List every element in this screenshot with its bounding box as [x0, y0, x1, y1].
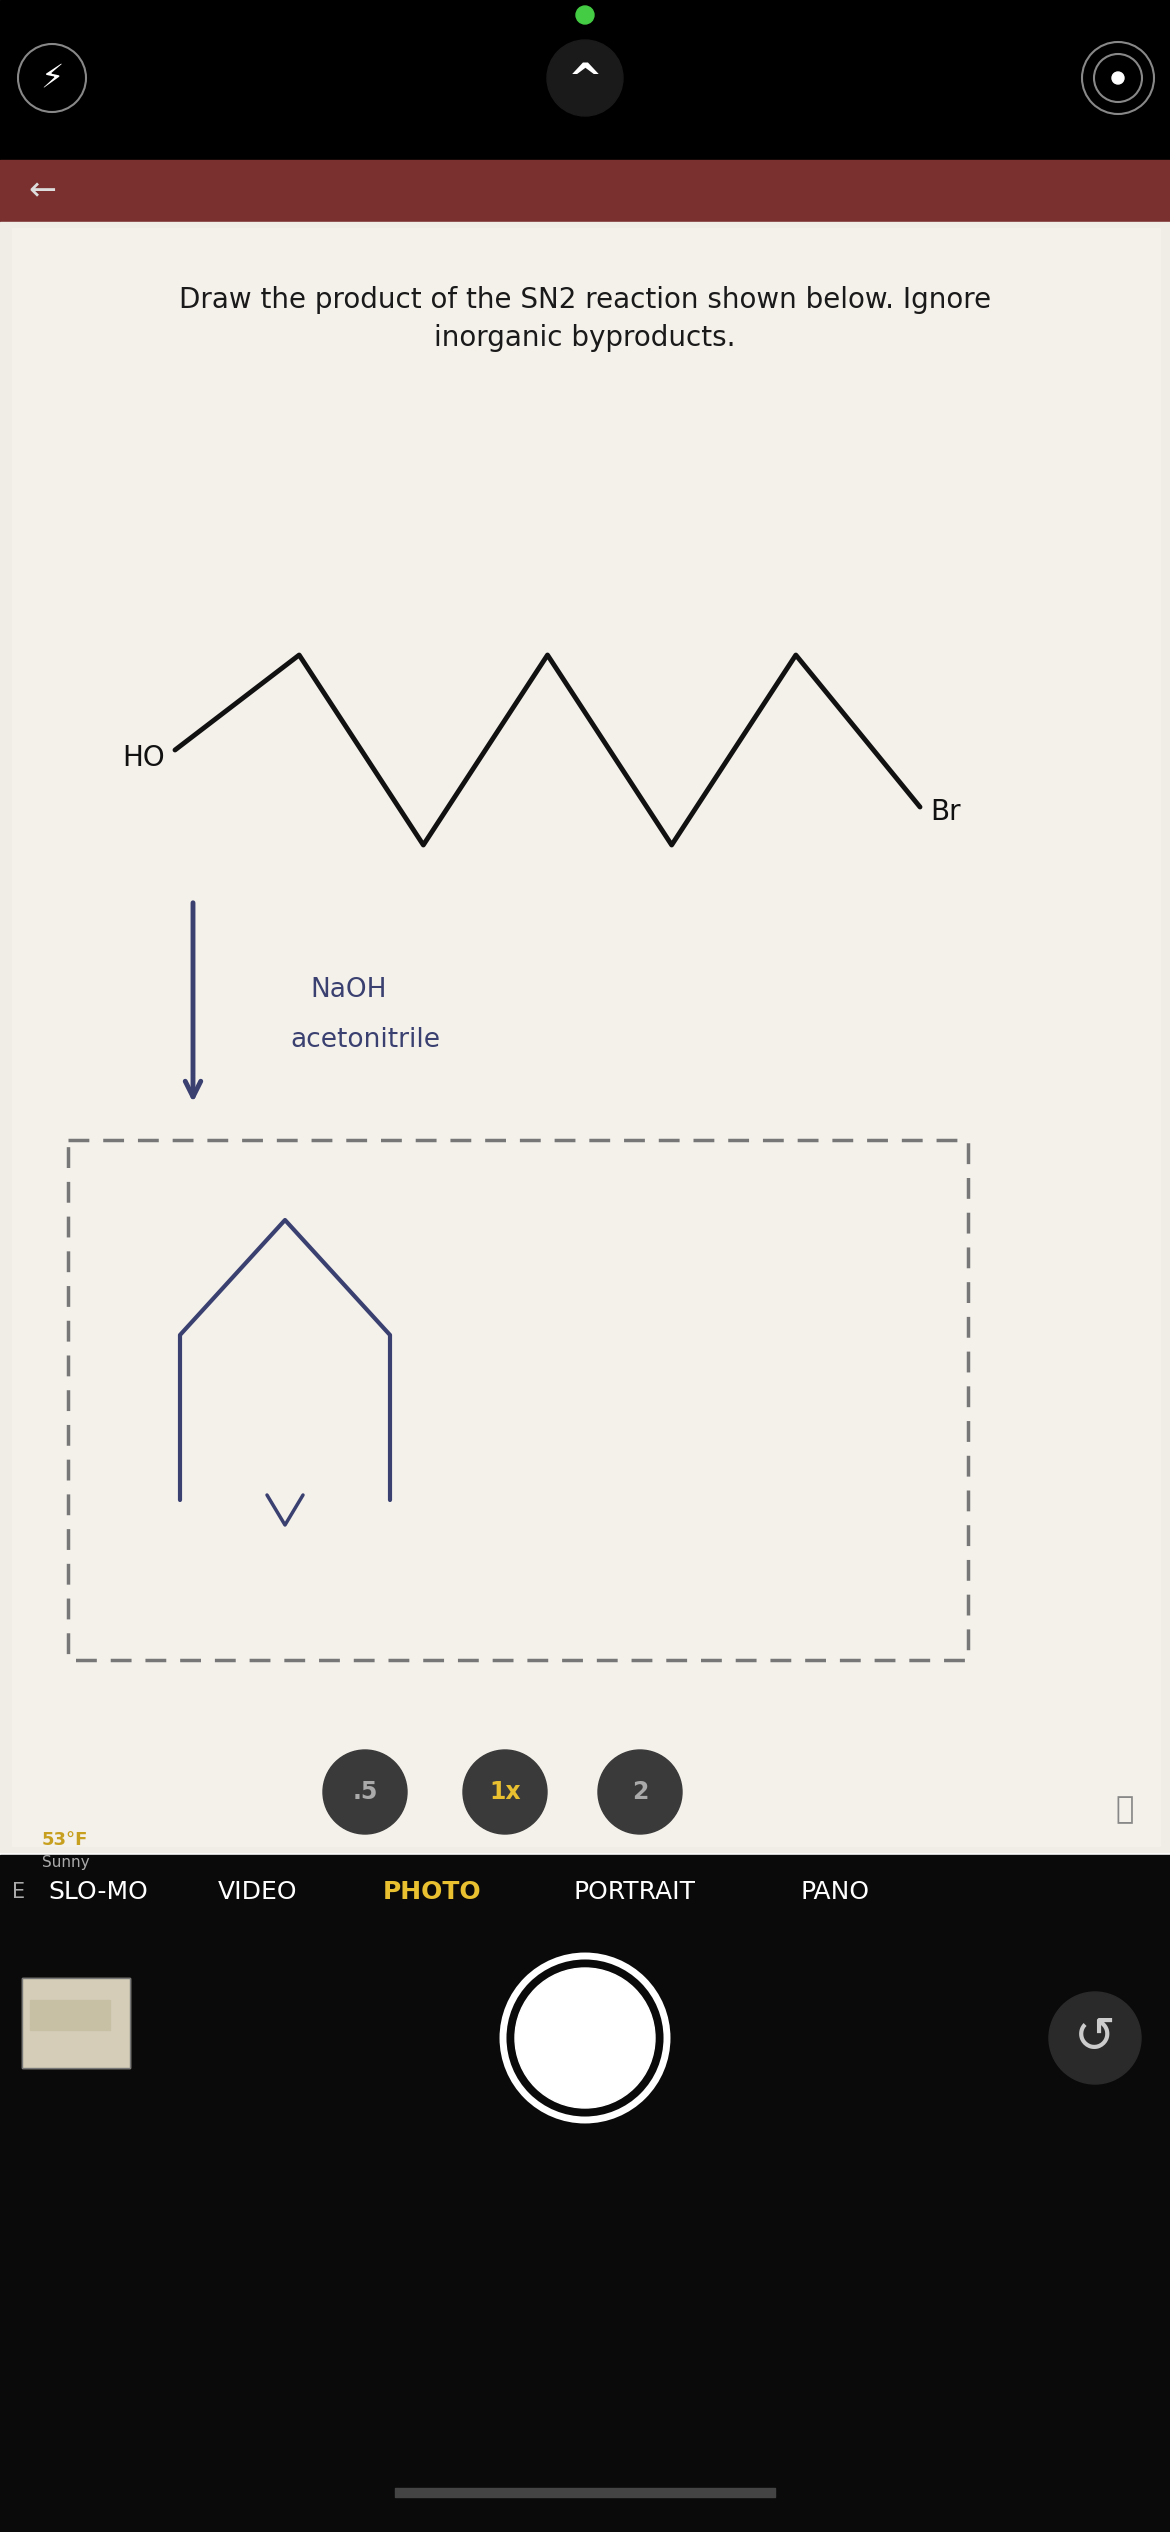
- Circle shape: [1112, 71, 1124, 84]
- Text: NaOH: NaOH: [310, 977, 386, 1003]
- Circle shape: [576, 5, 594, 23]
- Circle shape: [598, 1750, 682, 1833]
- Text: ←: ←: [28, 175, 56, 208]
- Text: PORTRAIT: PORTRAIT: [574, 1879, 696, 1904]
- Text: Draw the product of the SN2 reaction shown below. Ignore: Draw the product of the SN2 reaction sho…: [179, 286, 991, 314]
- Circle shape: [515, 1967, 655, 2109]
- Bar: [395, 2489, 775, 2497]
- Circle shape: [323, 1750, 407, 1833]
- Circle shape: [1049, 1993, 1141, 2084]
- Text: .5: .5: [352, 1780, 378, 1803]
- Text: PHOTO: PHOTO: [383, 1879, 481, 1904]
- Text: inorganic byproducts.: inorganic byproducts.: [434, 324, 736, 352]
- Text: SLO-MO: SLO-MO: [48, 1879, 147, 1904]
- Bar: [22, 1977, 130, 2069]
- Bar: [0, 0, 1170, 160]
- Text: 🔍: 🔍: [1116, 1795, 1134, 1826]
- Bar: [30, 2000, 110, 2031]
- Bar: [0, 160, 1170, 223]
- Text: 1x: 1x: [489, 1780, 521, 1803]
- Bar: [0, 223, 1170, 1851]
- Text: ↺: ↺: [1074, 2013, 1116, 2061]
- Text: E: E: [12, 1881, 25, 1902]
- Bar: [68, 1139, 968, 1661]
- Circle shape: [463, 1750, 548, 1833]
- Bar: [12, 228, 1159, 1846]
- Text: 53°F: 53°F: [42, 1831, 89, 1848]
- Bar: [22, 1977, 130, 2069]
- Bar: [0, 1856, 1170, 2532]
- Text: 2: 2: [632, 1780, 648, 1803]
- Text: ^: ^: [567, 61, 603, 104]
- Text: acetonitrile: acetonitrile: [290, 1028, 440, 1053]
- Text: HO: HO: [123, 744, 165, 772]
- Text: Sunny: Sunny: [42, 1853, 90, 1869]
- Circle shape: [548, 41, 622, 116]
- Text: Br: Br: [930, 798, 961, 825]
- Text: ⚡: ⚡: [40, 61, 63, 94]
- Text: VIDEO: VIDEO: [219, 1879, 297, 1904]
- Text: PANO: PANO: [800, 1879, 869, 1904]
